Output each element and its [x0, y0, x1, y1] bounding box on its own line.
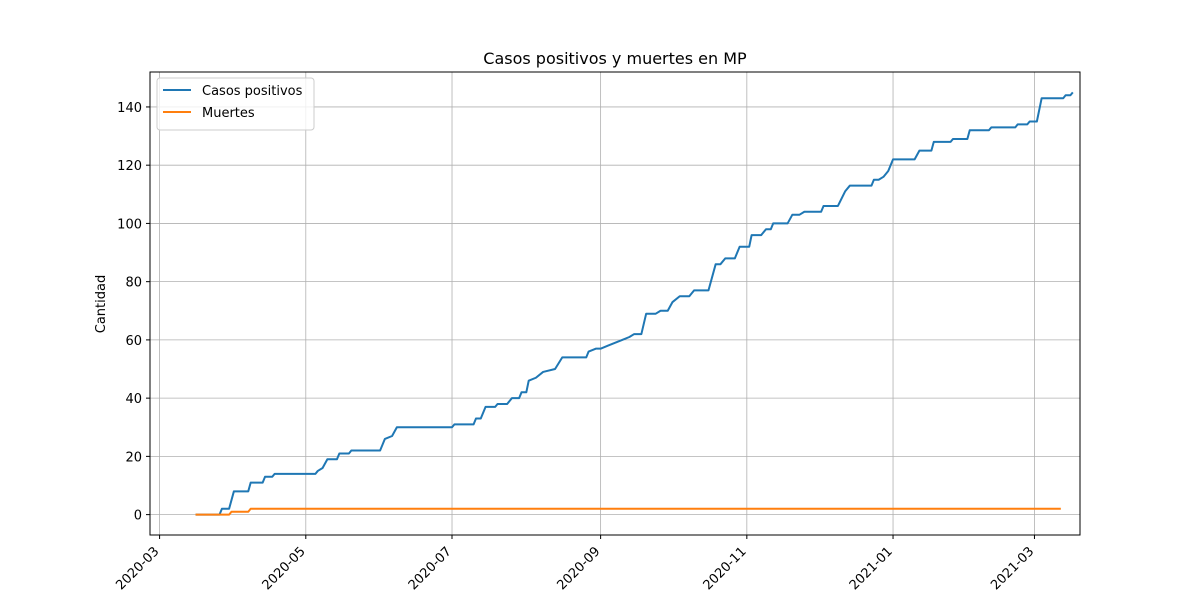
chart-title: Casos positivos y muertes en MP [483, 49, 747, 68]
y-tick-label: 100 [117, 217, 142, 232]
y-tick-label: 20 [125, 450, 142, 465]
y-tick-label: 140 [117, 101, 142, 116]
series-line-muertes [195, 507, 1061, 516]
series-layer [195, 91, 1074, 516]
y-axis-label: Cantidad [94, 275, 109, 333]
plot-area-frame [149, 71, 1081, 536]
y-axis: 0 20 40 60 80 100 120 140 [117, 101, 150, 524]
y-tick-label: 120 [117, 159, 142, 174]
legend-label: Casos positivos [202, 84, 303, 99]
legend-label: Muertes [202, 106, 255, 121]
legend-box [156, 77, 315, 131]
legend: Casos positivos Muertes [156, 77, 315, 131]
y-tick-label: 80 [125, 276, 142, 291]
y-tick-label: 60 [125, 334, 142, 349]
y-tick-label: 0 [134, 509, 142, 524]
series-line-casos-positivos [195, 91, 1074, 516]
y-tick-label: 40 [125, 392, 142, 407]
